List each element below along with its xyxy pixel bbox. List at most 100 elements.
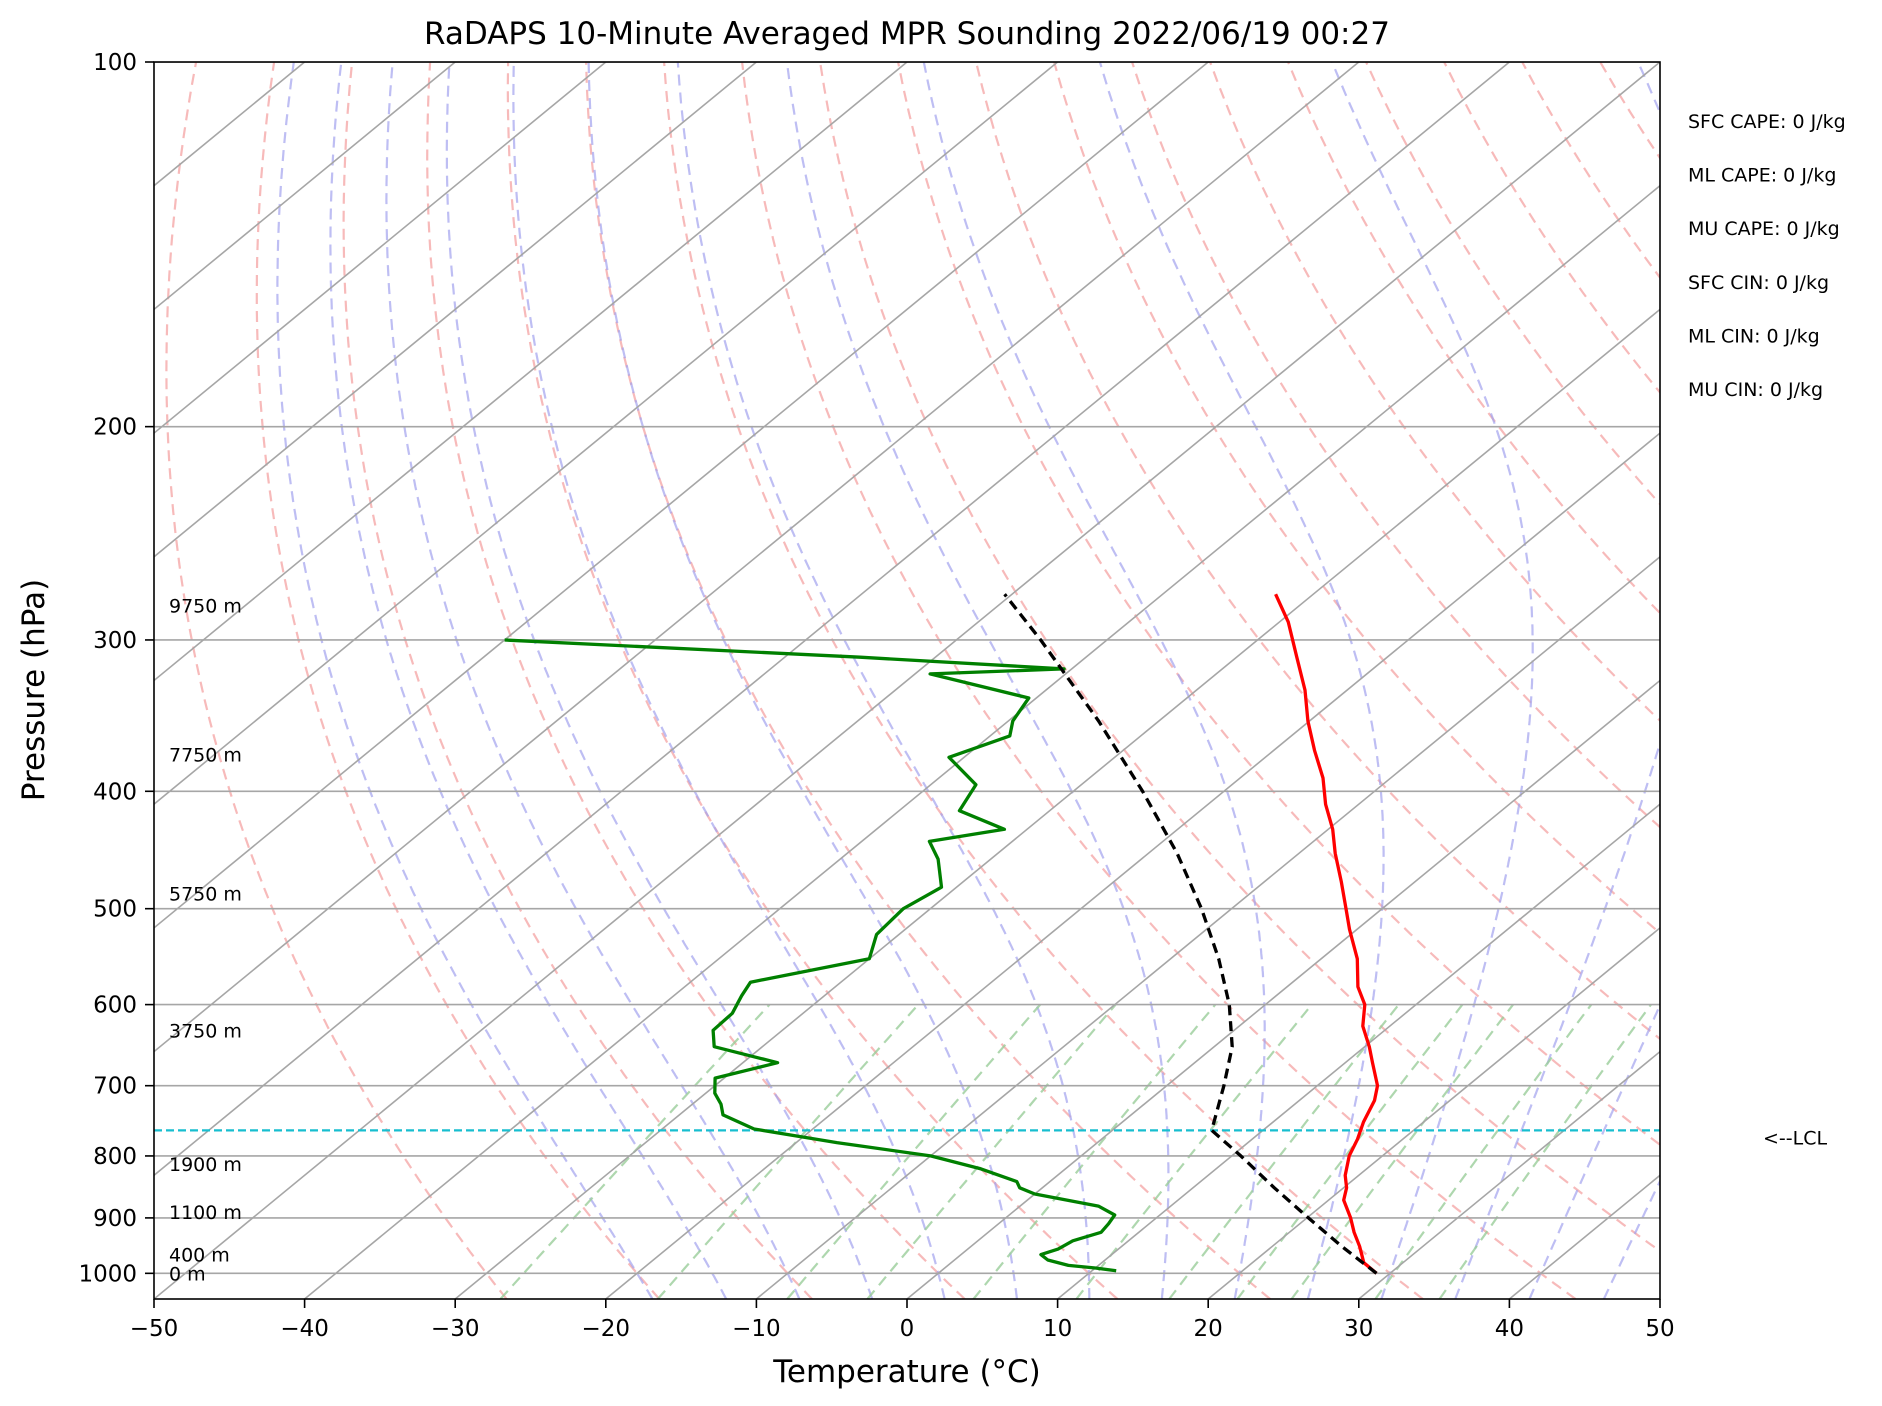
- isotherm-line: [454, 308, 1660, 1299]
- y-tick-label: 1000: [78, 1261, 137, 1287]
- y-tick-label: 800: [93, 1144, 137, 1170]
- moist-adiabat-line: [676, 62, 1091, 1299]
- y-tick-label: 500: [93, 897, 137, 923]
- index-label: MU CIN: 0 J/kg: [1688, 379, 1823, 401]
- isotherm-line: [154, 62, 456, 311]
- dry-adiabat-line: [1599, 62, 1660, 161]
- moist-adiabat-line: [1098, 62, 1385, 1299]
- mixing-ratio-line: [1290, 1003, 1514, 1299]
- x-tick-label: −20: [582, 1316, 631, 1342]
- dry-adiabat-line: [1053, 62, 1660, 935]
- dry-adiabat-line: [1365, 62, 1660, 506]
- height-label: 1100 m: [169, 1202, 242, 1224]
- isotherm-line: [906, 679, 1660, 1299]
- dry-adiabat-line: [255, 62, 661, 1299]
- x-tick-label: 10: [1043, 1316, 1072, 1342]
- dry-adiabat-line: [1131, 62, 1660, 829]
- mixing-ratio-line: [499, 1003, 771, 1299]
- mixing-ratio-line: [1168, 1003, 1400, 1299]
- index-label: MU CAPE: 0 J/kg: [1688, 218, 1840, 240]
- isotherm-line: [154, 62, 607, 435]
- isotherm-line: [1358, 1050, 1660, 1299]
- isotherm-line: [1207, 926, 1660, 1299]
- mixing-ratio-line: [1236, 1003, 1464, 1299]
- dewpoint-profile-line: [504, 638, 1117, 1273]
- mixing-ratio-line: [1075, 1003, 1313, 1299]
- x-tick-label: 30: [1344, 1316, 1373, 1342]
- isotherm-line: [154, 62, 1660, 1299]
- dry-adiabat-line: [426, 62, 966, 1299]
- height-label: 7750 m: [169, 745, 242, 767]
- height-label: 1900 m: [169, 1154, 242, 1176]
- y-tick-label: 600: [93, 993, 137, 1019]
- x-tick-label: −10: [732, 1316, 781, 1342]
- moist-adiabat-line: [385, 62, 801, 1299]
- chart-title: RaDAPS 10-Minute Averaged MPR Sounding 2…: [424, 16, 1390, 52]
- mixing-ratio-line: [786, 1003, 1042, 1299]
- isotherm-line: [1659, 1297, 1660, 1299]
- isotherm-line: [154, 62, 757, 558]
- mixing-ratio-line: [972, 1003, 1217, 1299]
- isotherm-line: [154, 62, 1209, 929]
- isotherm-line: [154, 62, 1059, 806]
- dry-adiabat-line: [975, 62, 1660, 1041]
- dry-adiabat-line: [165, 62, 508, 1299]
- mixing-ratio-line: [866, 1003, 1117, 1299]
- x-tick-label: −50: [130, 1316, 179, 1342]
- moist-adiabat-line: [1602, 1178, 1660, 1299]
- y-tick-label: 400: [93, 779, 137, 805]
- dry-adiabat-line: [1209, 62, 1660, 723]
- dry-adiabat-line: [897, 62, 1660, 1147]
- dry-adiabat-line: [1521, 62, 1660, 280]
- y-tick-label: 700: [93, 1074, 137, 1100]
- dry-adiabat-line: [741, 62, 1577, 1299]
- dry-adiabat-line: [506, 62, 1119, 1299]
- index-label: ML CAPE: 0 J/kg: [1688, 165, 1836, 187]
- index-label: SFC CAPE: 0 J/kg: [1688, 111, 1846, 133]
- y-tick-label: 100: [93, 50, 137, 76]
- height-label: 9750 m: [169, 596, 242, 618]
- isotherm-line: [154, 62, 1510, 1177]
- dry-adiabat-line: [1834, 62, 1882, 1299]
- height-label: 0 m: [169, 1263, 206, 1285]
- height-label: 5750 m: [169, 884, 242, 906]
- temperature-profile-line: [1274, 593, 1380, 1275]
- isotherm-line: [755, 555, 1660, 1299]
- moist-adiabat-line: [1528, 1002, 1660, 1299]
- x-tick-label: 20: [1194, 1316, 1223, 1342]
- lcl-label: <--LCL: [1763, 1127, 1827, 1149]
- dry-adiabat-line: [342, 62, 813, 1299]
- moist-adiabat-line: [1331, 62, 1534, 1299]
- height-label: 3750 m: [169, 1020, 242, 1042]
- isotherm-line: [1057, 803, 1660, 1299]
- y-tick-label: 300: [93, 628, 137, 654]
- index-label: SFC CIN: 0 J/kg: [1688, 272, 1829, 294]
- dry-adiabat-line: [585, 62, 1271, 1299]
- dry-adiabat-line: [1678, 62, 1882, 1299]
- x-tick-label: −40: [280, 1316, 329, 1342]
- isotherm-line: [1508, 1174, 1660, 1299]
- moist-adiabat-line: [785, 62, 1170, 1299]
- dry-adiabat-line: [1756, 62, 1882, 1299]
- x-tick-label: 0: [900, 1316, 915, 1342]
- dry-adiabat-line: [819, 62, 1660, 1253]
- moist-adiabat-line: [922, 62, 1266, 1299]
- moist-adiabat-line: [587, 62, 1018, 1299]
- index-label: ML CIN: 0 J/kg: [1688, 325, 1820, 347]
- y-tick-label: 900: [93, 1206, 137, 1232]
- moist-adiabat-line: [276, 62, 654, 1299]
- moist-adiabat-line: [1454, 62, 1660, 1299]
- x-axis-label: Temperature (°C): [772, 1354, 1041, 1390]
- y-tick-label: 200: [93, 415, 137, 441]
- x-tick-label: −30: [431, 1316, 480, 1342]
- moist-adiabat-line: [445, 62, 874, 1299]
- isotherm-line: [154, 62, 1360, 1053]
- isotherm-line: [154, 62, 908, 682]
- mixing-ratio-line: [656, 1003, 920, 1299]
- dry-adiabat-line: [663, 62, 1424, 1299]
- moist-adiabat-line: [512, 62, 946, 1299]
- y-axis-label: Pressure (hPa): [16, 579, 52, 801]
- height-label: 400 m: [169, 1245, 230, 1267]
- mixing-ratio-line: [1438, 1003, 1652, 1299]
